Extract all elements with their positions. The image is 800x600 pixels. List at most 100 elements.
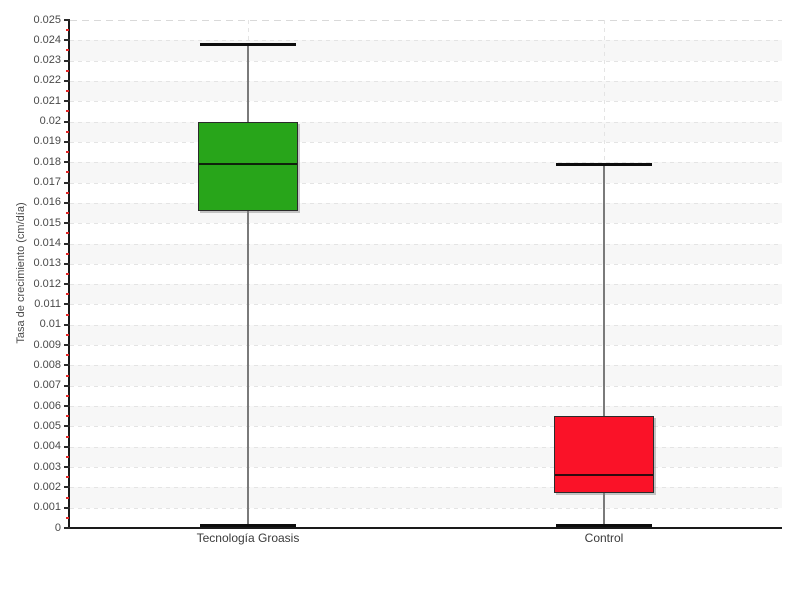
box-tecnologia-groasis xyxy=(198,121,298,211)
y-tick-label: 0.011 xyxy=(34,297,61,310)
y-minor-tick xyxy=(66,273,69,275)
y-minor-tick xyxy=(66,313,69,316)
y-major-tick xyxy=(64,364,70,367)
y-axis-title: Tasa de crecimiento (cm/día) xyxy=(15,202,27,344)
x-axis-line xyxy=(68,527,782,529)
plot-band xyxy=(70,386,782,406)
y-major-tick xyxy=(64,161,70,164)
h-gridline xyxy=(70,101,782,103)
y-major-tick xyxy=(64,201,70,204)
y-major-tick xyxy=(64,100,70,103)
whisker-cap-max xyxy=(556,162,652,166)
y-minor-tick xyxy=(66,415,69,418)
h-gridline xyxy=(70,324,782,326)
y-tick-label: 0.002 xyxy=(33,480,61,493)
plot-band xyxy=(70,284,782,305)
y-tick-label: 0.017 xyxy=(33,176,61,189)
y-tick-label: 0.021 xyxy=(33,94,61,107)
box-whisker-upper xyxy=(247,44,249,122)
h-gridline xyxy=(70,406,782,408)
y-minor-tick xyxy=(66,171,69,174)
h-gridline xyxy=(70,40,782,42)
y-major-tick xyxy=(64,283,70,286)
y-major-tick xyxy=(64,344,70,347)
y-tick-label: 0.018 xyxy=(33,155,61,168)
h-gridline xyxy=(70,121,782,123)
h-gridline xyxy=(70,365,782,367)
y-major-tick xyxy=(64,445,70,448)
y-tick-label: 0.025 xyxy=(33,13,61,26)
plot-band xyxy=(70,223,782,243)
y-tick-label: 0.022 xyxy=(33,74,61,87)
h-gridline xyxy=(70,263,782,265)
y-tick-label: 0.024 xyxy=(33,33,61,46)
h-gridline xyxy=(70,304,782,306)
y-major-tick xyxy=(64,181,70,184)
h-gridline xyxy=(70,162,782,164)
y-tick-label: 0.013 xyxy=(33,257,61,270)
y-major-tick xyxy=(64,506,70,509)
y-minor-tick xyxy=(66,333,69,336)
plot-band xyxy=(70,101,782,121)
plot-band xyxy=(70,80,782,102)
plot-band xyxy=(70,20,782,40)
whisker-cap-max xyxy=(200,42,296,46)
y-major-tick xyxy=(64,486,70,489)
y-major-tick xyxy=(64,323,70,326)
y-tick-label: 0.019 xyxy=(33,135,61,148)
y-major-tick xyxy=(64,79,70,82)
h-gridline xyxy=(70,446,782,448)
h-gridline xyxy=(70,284,782,286)
box-whisker-lower xyxy=(603,493,605,526)
plot-band xyxy=(70,508,782,528)
y-minor-tick xyxy=(66,374,69,377)
whisker-cap-min xyxy=(200,524,296,528)
y-major-tick xyxy=(64,59,70,62)
x-axis-label: Control xyxy=(584,531,624,545)
y-axis-line xyxy=(68,19,70,529)
median-line xyxy=(555,474,653,477)
h-gridline xyxy=(70,243,782,245)
median-line xyxy=(199,163,297,166)
y-minor-tick xyxy=(66,130,69,133)
y-minor-tick xyxy=(66,110,69,113)
y-tick-label: 0.004 xyxy=(33,440,61,453)
y-major-tick xyxy=(64,405,70,408)
y-major-tick xyxy=(64,120,70,123)
plot-band xyxy=(70,264,782,284)
y-minor-tick xyxy=(66,29,69,32)
h-gridline xyxy=(70,60,782,62)
plot-band xyxy=(70,365,782,386)
whisker-cap-min xyxy=(556,524,652,528)
y-major-tick xyxy=(64,303,70,306)
h-gridline xyxy=(70,487,782,489)
h-gridline xyxy=(70,426,782,428)
y-minor-tick xyxy=(66,212,69,215)
y-tick-label: 0.01 xyxy=(39,318,61,331)
y-major-tick xyxy=(64,425,70,428)
y-minor-tick xyxy=(66,69,69,72)
y-tick-label: 0.003 xyxy=(33,460,61,473)
box-control xyxy=(554,416,654,494)
y-minor-tick xyxy=(66,354,69,357)
y-minor-tick xyxy=(66,151,69,154)
plot-band xyxy=(70,40,782,61)
plot-band xyxy=(70,345,782,365)
h-gridline xyxy=(70,20,782,21)
plot-band xyxy=(70,183,782,203)
y-minor-tick xyxy=(66,435,69,438)
y-tick-label: 0.02 xyxy=(39,115,61,128)
plot-band xyxy=(70,202,782,224)
plot-band xyxy=(70,487,782,508)
y-tick-label: 0.014 xyxy=(33,237,61,250)
y-major-tick xyxy=(64,466,70,469)
y-minor-tick xyxy=(66,191,69,194)
y-minor-tick xyxy=(66,90,69,93)
h-gridline xyxy=(70,223,782,225)
h-gridline xyxy=(70,507,782,509)
y-major-tick xyxy=(64,527,70,529)
plot-band xyxy=(70,61,782,81)
y-major-tick xyxy=(64,242,70,245)
h-gridline xyxy=(70,141,782,143)
